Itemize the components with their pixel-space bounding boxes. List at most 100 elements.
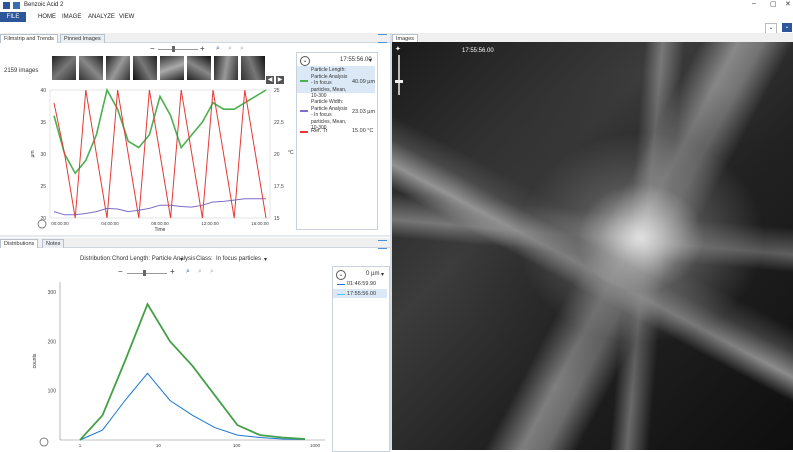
trend-y-label: µm [30,150,36,157]
app-icon [3,2,10,9]
image-zoom-thumb[interactable] [395,80,403,83]
trend-series-1 [53,198,266,216]
distribution-zoom-out-icon[interactable]: ⌕ [210,268,214,275]
filmstrip-zoom-minus[interactable]: − [150,44,155,53]
trend-y-right-label: °C [288,150,294,156]
legend-name-ref: Ref. Tr [311,128,328,134]
legend-swatch-width [300,110,308,112]
distribution-dropdown-icon[interactable]: ▾ [180,257,184,263]
filmstrip-thumb-2[interactable] [79,56,103,80]
dist-legend-swatch-1 [337,284,345,285]
tab-images[interactable]: Images [392,34,419,43]
image-viewer[interactable] [392,42,793,450]
dist-legend-value: 0 µm [366,271,380,277]
help-icon[interactable]: ⌄ [782,23,792,32]
dist-collapse-icon [39,437,49,447]
class-dropdown-icon[interactable]: ▾ [264,257,268,263]
tab-notes[interactable]: Notes [42,239,65,248]
trend-y-tick-right: 22.5 [274,120,284,126]
ribbon-tab-view[interactable]: VIEW [119,14,135,20]
class-select[interactable]: In focus particles [216,256,262,262]
filmstrip-zoom-plus[interactable]: + [200,44,205,53]
trend-y-tick-left: 30 [40,152,46,158]
dist-x-tick: 1 [79,443,82,448]
trend-x-tick: 04:00:00 [101,221,119,226]
distribution-zoom-minus[interactable]: − [118,267,123,276]
minimize-button[interactable]: – [752,0,756,7]
panel-menu-icon[interactable] [378,34,387,43]
distribution-zoom-fit-icon[interactable]: ⌕ [186,268,190,275]
filmstrip-thumb-6[interactable] [187,56,211,80]
dist-y-tick: 100 [48,389,57,395]
dist-legend-collapse-icon[interactable]: ⌄ [336,270,346,280]
zoom-fit-icon[interactable]: ⌕ [216,45,220,52]
dist-legend-item-1[interactable]: 01:46:59.90 [347,281,377,287]
image-timestamp: 17:55:56.00 [462,48,494,54]
legend-dropdown-icon[interactable]: ▾ [369,58,373,64]
maximize-button[interactable]: ▢ [770,1,777,8]
legend-swatch-length [300,80,308,82]
zoom-in-icon[interactable]: ⌕ [228,45,232,52]
class-label: Class: [196,256,213,262]
dist-legend-item-2-bg[interactable] [333,289,387,298]
trend-series-0 [53,87,267,175]
legend-item-length[interactable] [297,66,375,93]
trend-y-tick-right: 20 [274,152,280,158]
filmstrip-thumb-4[interactable] [133,56,157,80]
tab-filmstrip-trends[interactable]: Filmstrip and Trends [0,34,58,43]
close-button[interactable]: ✕ [785,1,791,8]
legend-swatch-ref [300,131,308,133]
legend-time: 17:55:56.00 [340,57,372,63]
trend-x-label: Time [155,227,166,232]
filmstrip-next-button[interactable]: ▶ [276,76,284,84]
bottom-panel-tabbar [0,238,390,248]
distribution-chart[interactable]: 100 200 300 1 10 100 1000 counts [0,278,330,450]
window-title: Benzoic Acid 2 [24,2,64,8]
trend-x-tick: 16:00:00 [251,221,269,226]
tab-distributions[interactable]: Distributions [0,239,39,248]
dist-y-tick: 300 [48,290,57,296]
distribution-zoom-in-icon[interactable]: ⌕ [198,268,202,275]
vertical-splitter[interactable] [390,33,392,450]
filmstrip-thumb-3[interactable] [106,56,130,80]
save-icon[interactable] [13,2,20,9]
trend-chart[interactable]: 20 25 30 35 40 15 17.5 20 22.5 25 00:00:00 04:00:00… [0,82,296,232]
image-count-label: 2159 images [4,68,39,74]
top-panel-tabbar [0,33,390,43]
filmstrip-thumb-1[interactable] [52,56,76,80]
legend-collapse-icon[interactable]: ⌄ [300,56,310,66]
ribbon-tab-analyze[interactable]: ANALYZE [88,14,115,20]
distribution-zoom-plus[interactable]: + [170,267,175,276]
panel-menu-icon-bottom[interactable] [378,240,387,249]
trend-y-tick-left: 25 [40,184,46,190]
tab-pinned-images[interactable]: Pinned Images [60,34,105,43]
horizontal-splitter[interactable] [0,235,390,237]
dist-x-tick: 10 [156,443,162,448]
distribution-select[interactable]: Chord Length: Particle Analysis [112,256,196,262]
legend-value-length: 40.09 µm [352,79,376,85]
filmstrip-thumb-7[interactable] [214,56,238,80]
dist-series-1 [79,302,306,441]
filmstrip-zoom-slider[interactable] [158,49,198,50]
ribbon-tab-image[interactable]: IMAGE [62,14,82,20]
filmstrip-thumb-5[interactable] [160,56,184,80]
dist-legend-dropdown-icon[interactable]: ▾ [381,272,385,278]
dist-legend-item-2[interactable]: 17:55:56.00 [347,291,377,297]
legend-name-length: Particle Length: Particle Analysis - In … [311,67,348,99]
filmstrip-thumb-8[interactable] [241,56,265,80]
filmstrip-prev-button[interactable]: ◀ [266,76,274,84]
distribution-zoom-slider[interactable] [127,273,167,274]
image-zoom-slider[interactable] [398,55,400,95]
pin-icon[interactable]: ✦ [395,46,401,53]
trend-y-tick-left: 20 [40,216,46,222]
trend-x-tick: 08:00:00 [151,221,169,226]
ribbon-tab-file[interactable]: FILE [0,12,26,22]
zoom-out-icon[interactable]: ⌕ [240,45,244,52]
distribution-zoom-thumb[interactable] [143,270,146,276]
dist-legend-swatch-2 [337,294,345,295]
title-bar: Benzoic Acid 2 – ▢ ✕ [0,0,793,11]
filmstrip-zoom-thumb[interactable] [172,46,175,52]
trend-y-tick-right: 15 [274,216,280,222]
ribbon-tab-home[interactable]: HOME [38,14,56,20]
dist-y-label: counts [32,353,38,368]
